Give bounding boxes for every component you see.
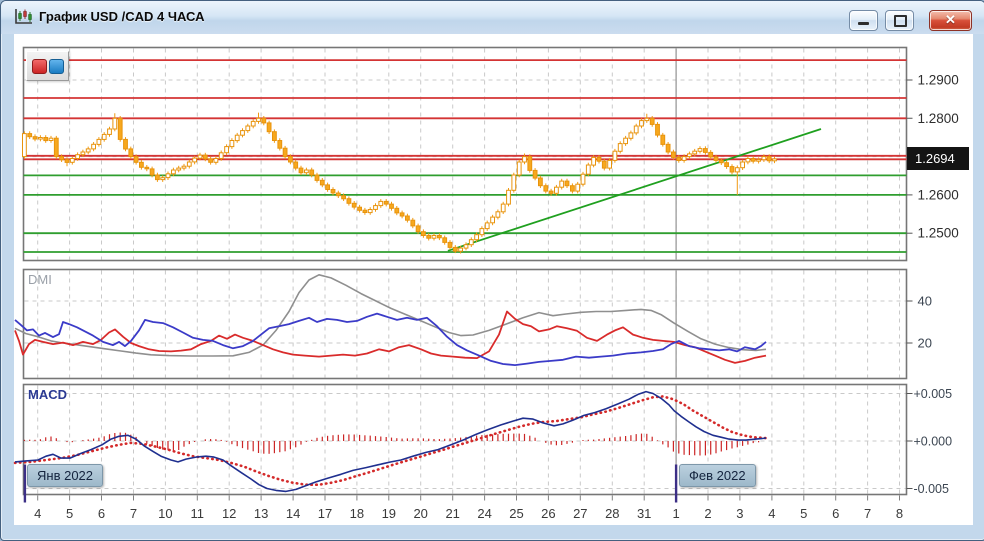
macd-panel-label: MACD (28, 387, 67, 402)
window-title: График USD /CAD 4 ЧАСА (39, 9, 205, 24)
maximize-icon (894, 15, 907, 27)
maximize-button[interactable] (885, 10, 914, 31)
close-button[interactable]: ✕ (929, 10, 972, 31)
candlestick-chart-icon (15, 9, 32, 24)
title-bar[interactable]: График USD /CAD 4 ЧАСА ✕ (1, 1, 984, 34)
month-label-feb-2022: Фев 2022 (679, 464, 756, 487)
dmi-panel-label: DMI (28, 272, 52, 287)
chart-mini-toolbar (26, 51, 69, 81)
minimize-icon (858, 22, 869, 25)
dmi-indicator-panel[interactable] (23, 269, 907, 379)
close-icon: ✕ (945, 12, 956, 27)
price-chart-panel[interactable] (23, 47, 907, 261)
current-price-badge: 1.2694 (907, 147, 969, 170)
month-label-jan-2022: Янв 2022 (27, 464, 104, 487)
blue-square-button[interactable] (49, 59, 64, 74)
macd-indicator-panel[interactable] (23, 384, 907, 495)
red-square-button[interactable] (32, 59, 47, 74)
minimize-button[interactable] (849, 10, 878, 31)
